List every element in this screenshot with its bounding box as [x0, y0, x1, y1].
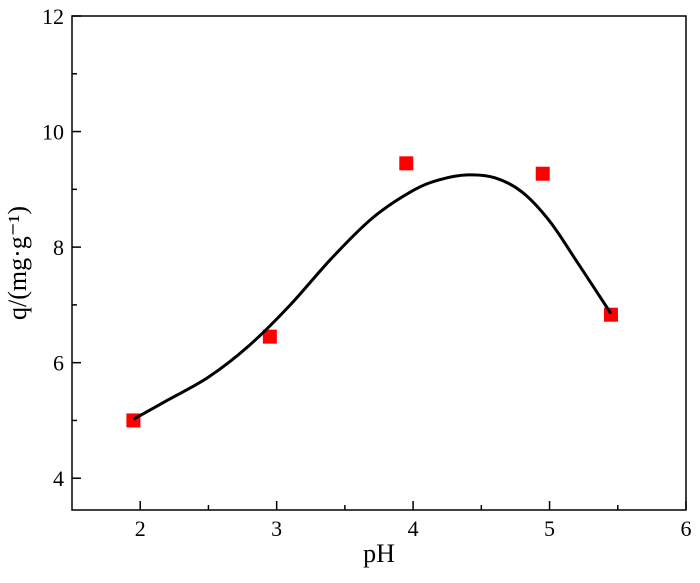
- data-point: [399, 156, 414, 171]
- x-tick-label: 5: [544, 516, 555, 541]
- y-axis-title: q/(mg·g⁻¹): [3, 206, 32, 320]
- y-tick-label: 12: [42, 4, 64, 29]
- data-point: [535, 166, 550, 181]
- y-tick-label: 10: [42, 120, 64, 145]
- x-tick-label: 6: [681, 516, 692, 541]
- y-tick-label: 4: [53, 466, 64, 491]
- x-axis-title: pH: [363, 539, 395, 568]
- y-tick-label: 8: [53, 235, 64, 260]
- data-point: [603, 307, 618, 322]
- fit-curve: [132, 173, 613, 421]
- x-tick-label: 2: [135, 516, 146, 541]
- data-point: [262, 329, 277, 344]
- plot-frame: [71, 15, 687, 511]
- x-tick-label: 3: [271, 516, 282, 541]
- x-tick-label: 4: [408, 516, 419, 541]
- y-tick-label: 6: [53, 351, 64, 376]
